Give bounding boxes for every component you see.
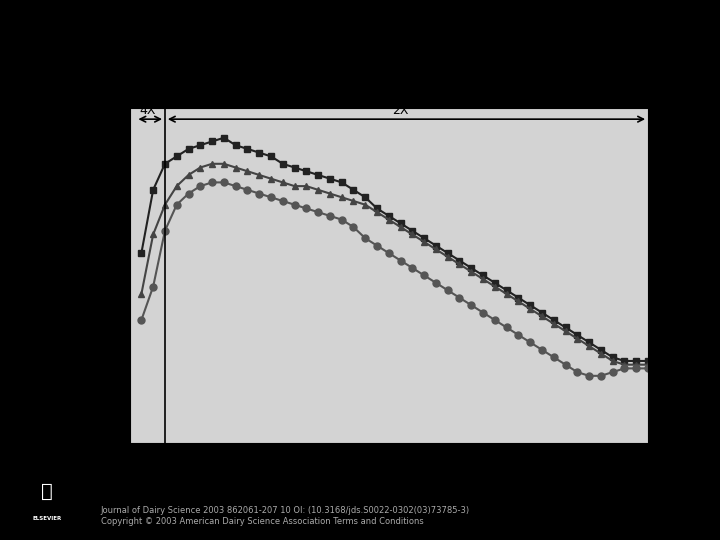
Text: ELSEVIER: ELSEVIER	[32, 516, 61, 521]
X-axis label: Week in Lactation: Week in Lactation	[318, 468, 459, 481]
Text: Copyright © 2003 American Dairy Science Association Terms and Conditions: Copyright © 2003 American Dairy Science …	[101, 517, 423, 525]
Text: 🌳: 🌳	[41, 482, 53, 501]
Text: Journal of Dairy Science 2003 862061-207 10 OI: (10.3168/jds.S0022-0302(03)73785: Journal of Dairy Science 2003 862061-207…	[101, 506, 470, 515]
Text: 4X: 4X	[139, 104, 156, 117]
Text: 2X: 2X	[392, 104, 409, 117]
Text: Figure 1: Figure 1	[332, 36, 388, 50]
Y-axis label: Milk Production, kg/d: Milk Production, kg/d	[89, 192, 102, 359]
